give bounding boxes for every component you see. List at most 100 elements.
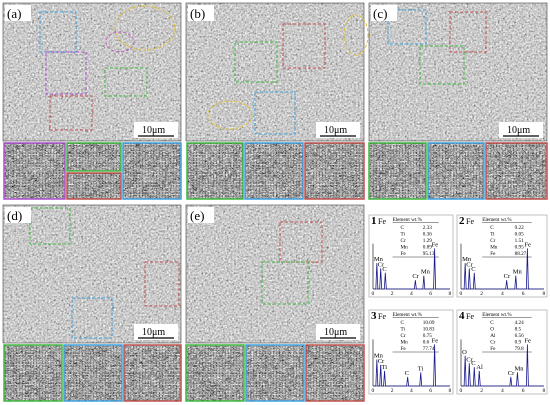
- eds-table-value: 6.56: [515, 333, 524, 339]
- sem-image-c: [369, 3, 547, 141]
- inset-blue: [122, 142, 182, 200]
- eds-table-value: 0.75: [423, 333, 432, 339]
- eds-tick-label: 6: [429, 388, 432, 394]
- eds-table-element: Mn: [401, 245, 409, 251]
- eds-table-value: 0.05: [515, 232, 524, 238]
- panel-c-insets: [368, 142, 548, 200]
- roi-red: [282, 23, 326, 69]
- eds-table-value: 2.33: [423, 225, 432, 231]
- roi-green: [419, 45, 465, 85]
- eds-peak-label: Mn: [514, 365, 524, 372]
- panel-d-insets: [3, 344, 182, 402]
- scale-bar-label-a: 10μm: [142, 125, 165, 136]
- inset-green: [368, 142, 427, 200]
- eds-table-element: Ti: [401, 327, 406, 333]
- eds-peak-label: Cr: [378, 261, 385, 268]
- eds-peak-label-top: Fe: [378, 217, 386, 226]
- panel-label-d: (d): [7, 208, 22, 223]
- eds-spectrum-line: [373, 344, 450, 387]
- inset-red: [485, 142, 548, 200]
- roi-yellow-ellipse: [207, 100, 253, 130]
- eds-table-value: 77.74: [423, 346, 435, 352]
- panel-b: (b) 10μm: [185, 2, 369, 142]
- inset-red: [305, 344, 365, 402]
- eds-table-value: 88.27: [515, 251, 527, 257]
- roi-yellow-ellipse: [114, 5, 176, 51]
- eds-tick-label: 8: [449, 388, 452, 394]
- eds-table-value: 0.36: [423, 232, 432, 238]
- eds-peak-label: O: [462, 349, 467, 356]
- eds-tick-label: 6: [522, 388, 525, 394]
- eds-table-value: 4.24: [515, 320, 524, 326]
- roi-pink-ellipse: [105, 31, 135, 53]
- roi-purple: [45, 51, 87, 95]
- eds-tick-label: 2: [391, 291, 394, 297]
- eds-tick-label: 8: [543, 291, 546, 297]
- eds-peak-label: Mn: [374, 353, 384, 360]
- eds-table-header: Element wt.%: [393, 217, 423, 223]
- eds-tick-label: 6: [522, 291, 525, 297]
- eds-tick-label: 2: [480, 291, 483, 297]
- eds-tick-label: 0: [372, 291, 375, 297]
- eds-peak-label: Cr: [504, 273, 511, 280]
- roi-blue: [254, 91, 296, 135]
- panel-e-insets: [185, 344, 365, 402]
- panel-a-insets: [3, 142, 182, 200]
- eds-frame: [368, 214, 454, 298]
- eds-table-value: 0.89: [423, 245, 432, 251]
- inset-blue: [245, 344, 305, 402]
- roi-green: [104, 67, 148, 97]
- panel-label-a: (a): [7, 6, 21, 21]
- eds-tick-label: 0: [372, 388, 375, 394]
- roi-green: [234, 41, 278, 83]
- eds-tick-label: 0: [460, 388, 463, 394]
- eds-table-element: C: [490, 225, 494, 231]
- inset-green: [66, 142, 122, 172]
- eds-table-element: C: [490, 320, 494, 326]
- scale-bar-label-d: 10μm: [142, 327, 165, 338]
- roi-red: [279, 221, 323, 263]
- eds-table-header: Element wt.%: [482, 217, 512, 223]
- inset-green: [3, 344, 63, 402]
- panel-b-insets: [186, 142, 365, 200]
- eds-table-element: C: [401, 225, 405, 231]
- sem-image-e: [186, 205, 364, 343]
- eds-table-element: Fe: [401, 251, 407, 257]
- eds-number: 4: [459, 310, 465, 322]
- eds-table-value: 0.6: [423, 340, 430, 346]
- eds-table-value: 8.5: [515, 327, 522, 333]
- eds-table-value: 10.09: [423, 320, 435, 326]
- roi-blue: [39, 11, 77, 53]
- eds-table-element: C: [401, 320, 405, 326]
- eds-peak-label: C: [405, 370, 409, 377]
- eds-table-element: Mn: [401, 340, 409, 346]
- eds-table-value: 79.8: [515, 346, 524, 352]
- inset-blue: [63, 344, 123, 402]
- panel-label-e: (e): [190, 208, 204, 223]
- eds-peak-label: Cr: [508, 370, 515, 377]
- eds-tick-label: 2: [391, 388, 394, 394]
- eds-table-element: Ti: [401, 232, 406, 238]
- roi-red: [49, 95, 93, 131]
- eds-peak-label: C: [471, 360, 475, 367]
- eds-number: 3: [371, 310, 377, 322]
- sem-image-a: [3, 3, 181, 141]
- eds-table-element: Fe: [401, 346, 407, 352]
- eds-table-header: Element wt.%: [482, 312, 512, 318]
- eds-tick-label: 4: [410, 291, 413, 297]
- roi-green: [261, 261, 309, 305]
- eds-peak-label: Al: [476, 364, 483, 371]
- eds-tick-label: 8: [449, 291, 452, 297]
- eds-tick-label: 6: [429, 291, 432, 297]
- eds-table-element: Fe: [490, 346, 496, 352]
- eds-table-element: O: [490, 327, 494, 333]
- eds-tick-label: 4: [501, 291, 504, 297]
- panel-label-bg: [5, 5, 31, 21]
- sem-image-b: [186, 3, 364, 141]
- eds-table-element: Fe: [490, 251, 496, 257]
- eds-tick-label: 2: [480, 388, 483, 394]
